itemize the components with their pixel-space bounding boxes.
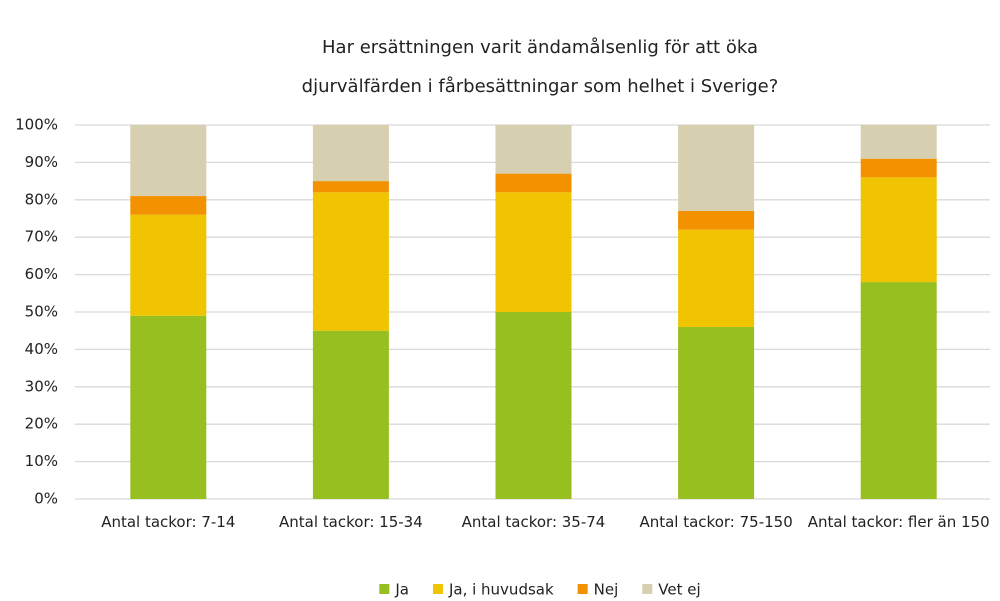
bar-segment	[678, 326, 755, 499]
x-tick-label: Antal tackor: 35-74	[461, 513, 606, 531]
legend-swatch	[577, 584, 588, 594]
y-tick-label: 60%	[25, 265, 58, 283]
bar-segment	[860, 125, 937, 159]
y-tick-label: 70%	[25, 228, 58, 246]
bar-segment	[130, 214, 207, 316]
x-tick-label: Antal tackor: fler än 150	[807, 513, 990, 531]
bar-segment	[495, 312, 572, 499]
bar-segment	[130, 125, 207, 197]
bar-segment	[130, 315, 207, 499]
y-tick-label: 10%	[25, 452, 58, 470]
legend-label: Vet ej	[658, 581, 700, 599]
bar-segment	[678, 125, 755, 212]
y-tick-label: 90%	[25, 153, 58, 171]
bar-segment	[860, 177, 937, 283]
y-tick-label: 50%	[25, 303, 58, 321]
bar-segment	[312, 330, 389, 499]
legend-swatch	[379, 584, 390, 594]
legend-swatch	[432, 584, 443, 594]
y-tick-label: 30%	[25, 377, 58, 395]
bar-segment	[312, 125, 389, 182]
bar-segment	[130, 196, 207, 215]
y-tick-label: 80%	[25, 190, 58, 208]
legend-label: Ja	[394, 581, 409, 599]
x-tick-label: Antal tackor: 7-14	[101, 513, 236, 531]
x-tick-label: Antal tackor: 15-34	[279, 513, 423, 531]
legend-label: Nej	[594, 581, 619, 599]
bar-segment	[860, 158, 937, 178]
legend-label: Ja, i huvudsak	[448, 581, 554, 599]
bar-segment	[495, 173, 572, 193]
x-tick-label: Antal tackor: 75-150	[639, 513, 793, 531]
y-tick-label: 0%	[34, 490, 58, 508]
bar-segment	[495, 192, 572, 312]
legend-swatch	[642, 584, 653, 594]
bar-segment	[860, 282, 937, 499]
y-tick-label: 20%	[25, 415, 58, 433]
chart-title: djurvälfärden i fårbesättningar som helh…	[302, 76, 779, 97]
bar-segment	[678, 211, 755, 230]
bar-segment	[495, 125, 572, 174]
chart-title: Har ersättningen varit ändamålsenlig för…	[322, 37, 758, 58]
y-tick-label: 100%	[15, 116, 58, 134]
bar-segment	[312, 192, 389, 331]
bar-segment	[312, 181, 389, 193]
y-tick-label: 40%	[25, 340, 58, 358]
bar-segment	[678, 229, 755, 327]
